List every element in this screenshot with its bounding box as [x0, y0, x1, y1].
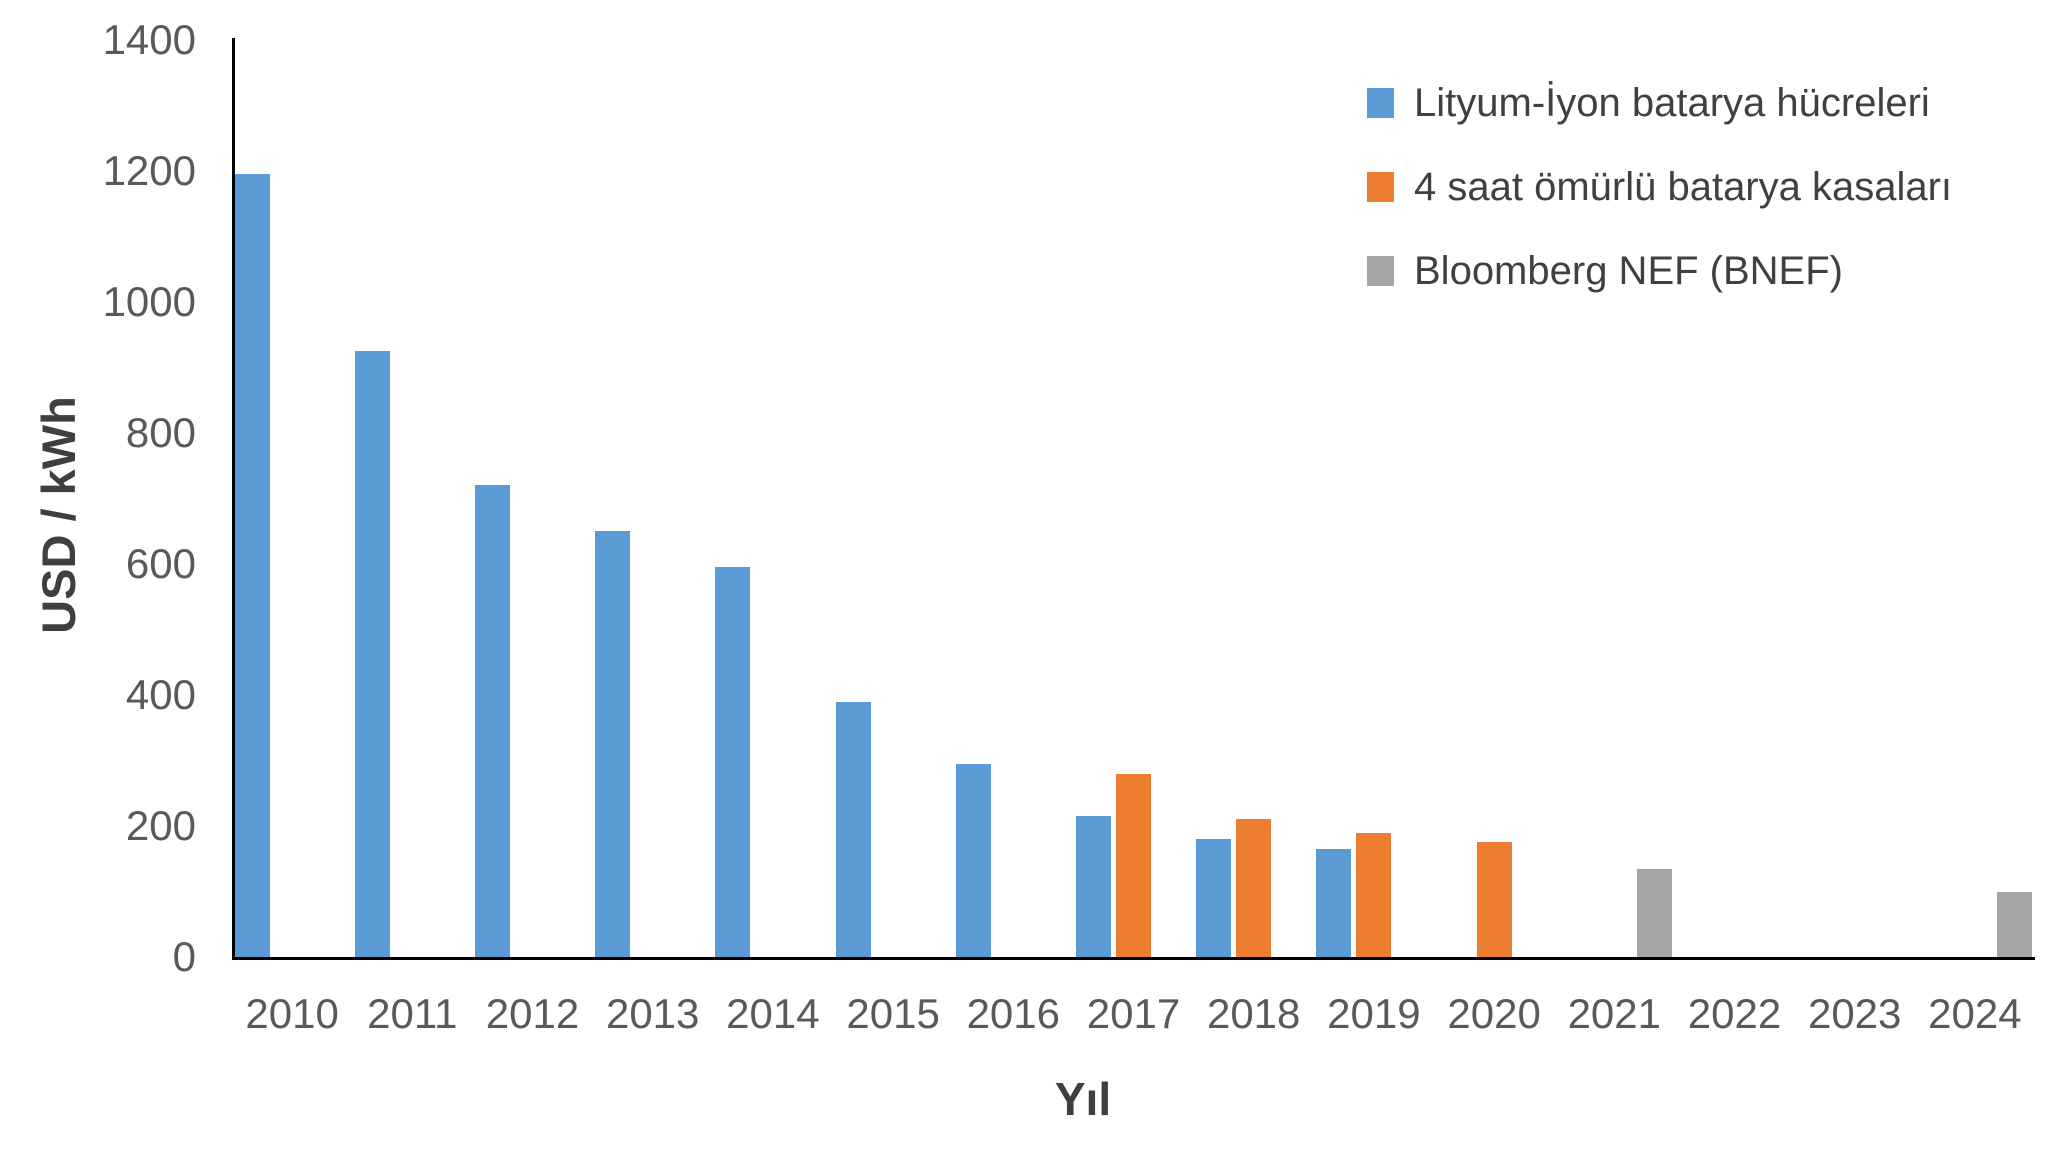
y-tick-label-0: 0	[172, 933, 196, 980]
bar-2019-series-1	[1316, 848, 1352, 957]
x-tick-label-2019: 2019	[1327, 990, 1421, 1037]
x-axis-title: Yıl	[1054, 1073, 1112, 1125]
x-tick-label-2022: 2022	[1687, 990, 1782, 1037]
x-tick-label-2016: 2016	[966, 990, 1061, 1037]
x-tick-label-2015: 2015	[846, 990, 940, 1037]
x-tick-label-2023: 2023	[1807, 990, 1902, 1037]
bar-2012-series-1	[475, 485, 510, 957]
bar-2021-series-3	[1636, 868, 1672, 957]
legend-label: 4 saat ömürlü batarya kasaları	[1414, 164, 1953, 209]
legend-label: Bloomberg NEF (BNEF)	[1414, 248, 1843, 293]
x-axis-line	[232, 957, 2035, 960]
x-tick-label-2012: 2012	[485, 990, 580, 1037]
y-tick-label-400: 400	[125, 671, 196, 718]
bar-2011-series-1	[354, 351, 390, 957]
x-tick-label-2011: 2011	[367, 990, 458, 1037]
x-tick-label-2024: 2024	[1928, 990, 2022, 1037]
bar-2016-series-1	[955, 763, 991, 957]
legend-item-2: 4 saat ömürlü batarya kasaları	[1367, 162, 1952, 212]
bar-2015-series-1	[835, 701, 871, 957]
bar-2019-series-2	[1356, 832, 1392, 957]
x-tick-label-2010: 2010	[245, 990, 339, 1037]
bar-2017-series-2	[1116, 773, 1151, 957]
y-tick-label-800: 800	[125, 409, 196, 456]
bar-2018-series-2	[1236, 819, 1272, 957]
legend-swatch-icon	[1367, 256, 1394, 286]
bar-2014-series-1	[715, 567, 751, 957]
legend-swatch-icon	[1367, 172, 1394, 202]
legend-item-1: Lityum-İyon batarya hücreleri	[1367, 78, 1930, 128]
bar-2017-series-1	[1076, 816, 1111, 957]
y-axis-title: USD / kWh	[32, 396, 85, 634]
x-tick-label-2021: 2021	[1567, 990, 1662, 1037]
y-tick-label-200: 200	[125, 802, 196, 849]
legend-swatch-icon	[1367, 88, 1394, 118]
x-tick-label-2018: 2018	[1206, 990, 1301, 1037]
y-axis-line	[232, 38, 235, 960]
y-tick-label-1200: 1200	[102, 147, 196, 194]
bar-2020-series-2	[1476, 842, 1512, 957]
bar-2010-series-1	[234, 174, 270, 957]
legend-item-3: Bloomberg NEF (BNEF)	[1367, 246, 1843, 296]
bar-2013-series-1	[595, 531, 631, 957]
x-tick-label-2014: 2014	[726, 990, 820, 1037]
x-tick-label-2020: 2020	[1447, 990, 1541, 1037]
x-tick-label-2013: 2013	[605, 990, 700, 1037]
y-tick-label-1000: 1000	[102, 278, 196, 325]
bar-2024-series-3	[1997, 891, 2033, 957]
y-tick-label-600: 600	[125, 540, 196, 587]
legend-label: Lityum-İyon batarya hücreleri	[1414, 80, 1930, 125]
y-tick-label-1400: 1400	[102, 16, 196, 63]
bar-2018-series-1	[1196, 839, 1232, 957]
x-tick-label-2017: 2017	[1086, 990, 1181, 1037]
